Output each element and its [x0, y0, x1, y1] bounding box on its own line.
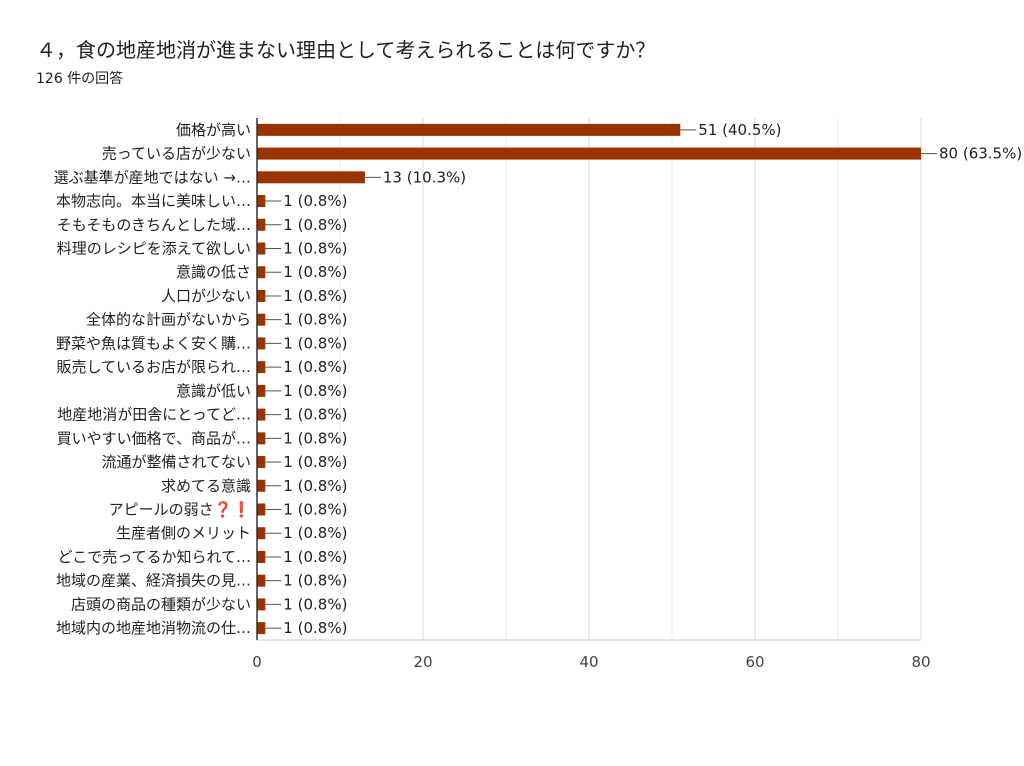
bar	[257, 195, 266, 208]
bar	[257, 361, 266, 374]
category-label: 売っている店が少ない	[102, 145, 251, 163]
bar	[257, 123, 681, 136]
category-label: 地産地消が田舎にとってど…	[57, 406, 251, 424]
bar	[257, 622, 266, 635]
x-tick-label: 0	[252, 653, 262, 671]
value-label: 1 (0.8%)	[283, 572, 347, 590]
bar	[257, 527, 266, 540]
category-label: 本物志向。本当に美味しい…	[56, 192, 251, 210]
bar	[257, 313, 266, 326]
category-label: 料理のレシピを添えて欲しい	[57, 240, 251, 258]
bar	[257, 456, 266, 469]
bars	[257, 123, 921, 635]
category-label: 地域の産業、経済損失の見…	[56, 572, 251, 590]
category-label: 選ぶ基準が産地ではない →…	[54, 168, 251, 186]
category-label: アピールの弱さ❓❗	[109, 501, 251, 519]
category-label: 流通が整備されてない	[101, 453, 251, 471]
value-label: 1 (0.8%)	[283, 334, 347, 352]
bar	[257, 384, 266, 397]
bar	[257, 598, 266, 611]
bar	[257, 337, 266, 350]
category-label: 地域内の地産地消物流の仕…	[56, 619, 251, 637]
gridlines	[256, 118, 922, 641]
bar	[257, 171, 365, 184]
value-label: 1 (0.8%)	[283, 358, 347, 376]
value-label: 1 (0.8%)	[283, 406, 347, 424]
x-tick-label: 60	[745, 653, 764, 671]
x-tick-label: 40	[579, 653, 598, 671]
bar	[257, 550, 266, 563]
value-label: 1 (0.8%)	[283, 216, 347, 234]
category-label: そもそものきちんとした域…	[57, 216, 251, 234]
value-label: 1 (0.8%)	[283, 429, 347, 447]
category-label: 買いやすい価格で、商品が…	[57, 429, 251, 447]
value-label: 1 (0.8%)	[283, 595, 347, 613]
x-tick-label: 20	[413, 653, 432, 671]
value-label: 1 (0.8%)	[283, 501, 347, 519]
value-label: 51 (40.5%)	[698, 121, 781, 139]
value-label: 1 (0.8%)	[283, 287, 347, 305]
value-label: 1 (0.8%)	[283, 548, 347, 566]
value-label: 80 (63.5%)	[939, 145, 1022, 163]
chart-title: ４，食の地産地消が進まない理由として考えられることは何ですか？	[36, 38, 656, 62]
value-label: 1 (0.8%)	[283, 311, 347, 329]
category-label: 全体的な計画がないから	[86, 311, 251, 329]
value-label: 1 (0.8%)	[283, 263, 347, 281]
bar	[257, 503, 266, 516]
category-label: 生産者側のメリット	[116, 524, 251, 542]
value-labels: 51 (40.5%) 80 (63.5%) 13 (10.3%) 1 (0.8%) 1 …	[265, 121, 1022, 637]
value-label: 1 (0.8%)	[283, 619, 347, 637]
bar	[257, 408, 266, 421]
x-axis-ticks: 0 20 40 60 80	[252, 653, 930, 671]
response-count: 126 件の回答	[36, 71, 124, 87]
value-label: 1 (0.8%)	[283, 477, 347, 495]
value-label: 1 (0.8%)	[283, 240, 347, 258]
category-label: 野菜や魚は質もよく安く購…	[56, 334, 251, 352]
category-label: 店頭の商品の種類が少ない	[71, 595, 251, 613]
category-label: 意識が低い	[176, 382, 251, 400]
value-label: 1 (0.8%)	[283, 453, 347, 471]
value-label: 1 (0.8%)	[283, 382, 347, 400]
bar	[257, 289, 266, 302]
category-label: 価格が高い	[176, 121, 251, 139]
bar	[257, 432, 266, 445]
bar	[257, 479, 266, 492]
value-label: 1 (0.8%)	[283, 192, 347, 210]
value-label: 13 (10.3%)	[383, 168, 466, 186]
category-label: どこで売ってるか知られて…	[58, 548, 251, 566]
category-label: 意識の低さ	[176, 263, 251, 281]
bar	[257, 266, 266, 279]
category-label: 人口が少ない	[161, 287, 251, 305]
bar	[257, 574, 266, 587]
bar	[257, 218, 266, 231]
bar	[257, 147, 921, 160]
category-label: 販売しているお店が限られ…	[56, 358, 251, 376]
bar	[257, 242, 266, 255]
category-label: 求めてる意識	[161, 477, 251, 495]
value-label: 1 (0.8%)	[283, 524, 347, 542]
x-tick-label: 80	[911, 653, 930, 671]
